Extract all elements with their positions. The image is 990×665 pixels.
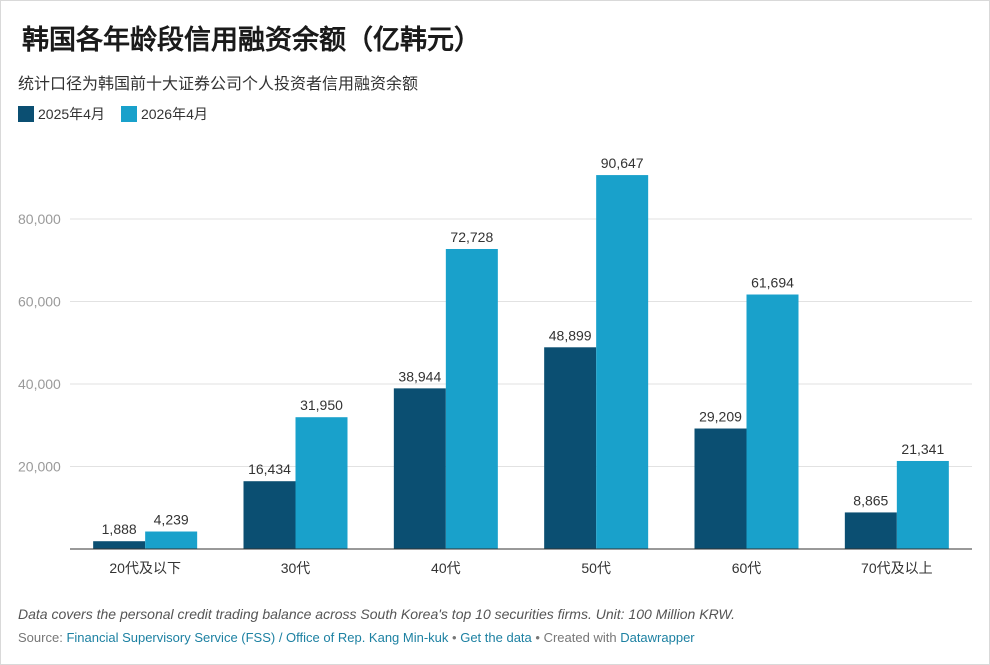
y-tick-label-20000: 20,000 — [18, 459, 61, 475]
source-link[interactable]: Financial Supervisory Service (FSS) / Of… — [66, 630, 449, 645]
legend-swatch-2025 — [18, 106, 34, 122]
data-label-2026-3: 90,647 — [601, 155, 644, 171]
bar-2025-1 — [243, 481, 296, 549]
bar-2025-2 — [393, 388, 446, 549]
created-with-label: Created with — [543, 630, 617, 645]
data-label-2025-2: 38,944 — [398, 368, 441, 384]
y-tick-label-40000: 40,000 — [18, 376, 61, 392]
source-separator-2: • — [535, 630, 540, 645]
x-category-label-1: 30代 — [281, 560, 311, 576]
x-category-label-5: 70代及以上 — [861, 560, 933, 576]
data-label-2026-4: 61,694 — [751, 275, 794, 291]
get-data-link[interactable]: Get the data — [460, 630, 532, 645]
data-label-2025-3: 48,899 — [549, 327, 592, 343]
bar-2025-5 — [844, 512, 897, 549]
legend-label-2026: 2026年4月 — [140, 106, 208, 122]
y-tick-label-60000: 60,000 — [18, 294, 61, 310]
data-label-2026-2: 72,728 — [450, 229, 493, 245]
data-label-2025-0: 1,888 — [102, 521, 137, 537]
data-label-2025-5: 8,865 — [853, 492, 888, 508]
data-label-2026-5: 21,341 — [901, 441, 944, 457]
data-label-2025-4: 29,209 — [699, 409, 742, 425]
legend: 2025年4月 2026年4月 — [18, 104, 224, 124]
chart-title: 韩国各年龄段信用融资余额（亿韩元） — [22, 25, 481, 55]
y-tick-label-80000: 80,000 — [18, 211, 61, 227]
data-label-2026-1: 31,950 — [300, 397, 343, 413]
legend-label-2025: 2025年4月 — [38, 106, 105, 122]
legend-item-2026: 2026年4月 — [120, 104, 208, 124]
x-category-label-0: 20代及以下 — [109, 560, 181, 576]
data-label-2026-0: 4,239 — [154, 512, 189, 528]
bar-2025-0 — [93, 541, 146, 549]
bar-2026-0 — [145, 531, 198, 549]
chart-notes: Data covers the personal credit trading … — [18, 606, 736, 622]
bar-2026-5 — [896, 460, 949, 549]
source-line: Source: Financial Supervisory Service (F… — [18, 630, 695, 645]
x-category-label-2: 40代 — [431, 560, 461, 576]
bar-2026-3 — [596, 175, 649, 549]
bar-chart: 20,000 40,000 60,000 80,000 1,888 4,239 20代及以下… — [18, 155, 972, 576]
bar-2025-4 — [694, 428, 747, 549]
legend-swatch-2026 — [120, 106, 137, 122]
source-separator-1: • — [452, 630, 457, 645]
bar-2026-4 — [746, 294, 799, 549]
data-label-2025-1: 16,434 — [248, 461, 291, 477]
x-category-label-3: 50代 — [581, 560, 611, 576]
datawrapper-link[interactable]: Datawrapper — [620, 630, 695, 645]
bar-2025-3 — [544, 347, 597, 549]
source-label: Source: — [18, 630, 63, 645]
legend-item-2025: 2025年4月 — [18, 104, 105, 124]
bar-2026-1 — [295, 417, 348, 549]
x-category-label-4: 60代 — [732, 560, 762, 576]
bar-2026-2 — [445, 248, 498, 549]
chart-subtitle: 统计口径为韩国前十大证券公司个人投资者信用融资余额 — [18, 76, 419, 93]
